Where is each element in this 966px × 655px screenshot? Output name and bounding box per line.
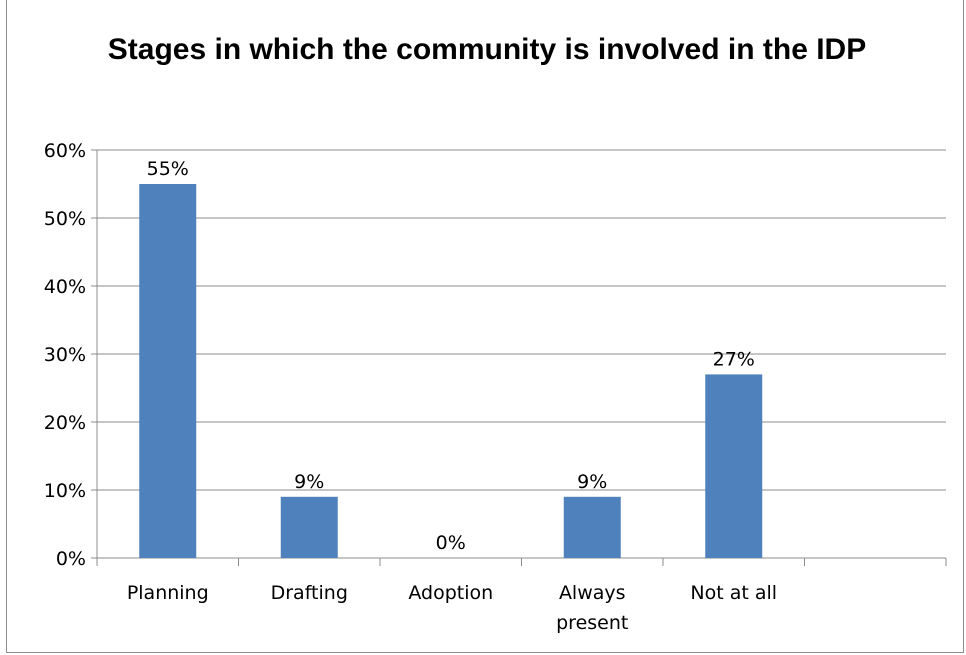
x-tick-label: Not at all bbox=[690, 582, 777, 604]
chart-title: Stages in which the community is involve… bbox=[107, 33, 867, 66]
x-tick-label: Always bbox=[559, 582, 626, 604]
data-label: 9% bbox=[294, 471, 324, 493]
y-tick-label: 40% bbox=[44, 276, 86, 298]
bar bbox=[705, 374, 763, 558]
data-label: 55% bbox=[147, 158, 189, 180]
x-tick-label: Drafting bbox=[271, 582, 348, 604]
data-label: 0% bbox=[436, 532, 466, 554]
y-tick-label: 30% bbox=[44, 344, 86, 366]
y-tick-label: 50% bbox=[44, 208, 86, 230]
x-tick-label: Adoption bbox=[408, 582, 493, 604]
data-label: 9% bbox=[577, 471, 607, 493]
x-tick-label: Planning bbox=[127, 582, 209, 604]
y-tick-label: 0% bbox=[56, 548, 86, 570]
bar bbox=[139, 184, 197, 558]
y-tick-label: 60% bbox=[44, 140, 86, 162]
y-tick-label: 10% bbox=[44, 480, 86, 502]
bar bbox=[280, 496, 338, 558]
y-tick-label: 20% bbox=[44, 412, 86, 434]
x-tick-label: present bbox=[556, 612, 628, 634]
data-label: 27% bbox=[713, 348, 755, 370]
bar bbox=[563, 496, 621, 558]
